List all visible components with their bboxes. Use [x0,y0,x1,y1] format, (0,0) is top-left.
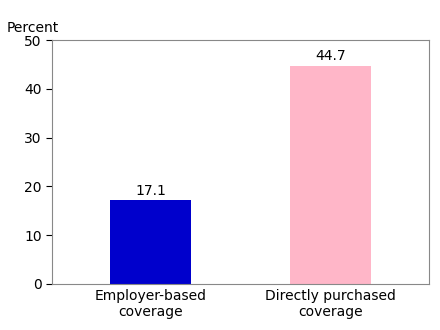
Text: Percent: Percent [7,21,59,35]
Bar [290,66,370,284]
Text: 17.1: 17.1 [135,184,166,198]
Bar [110,200,191,284]
Text: 44.7: 44.7 [315,50,345,63]
